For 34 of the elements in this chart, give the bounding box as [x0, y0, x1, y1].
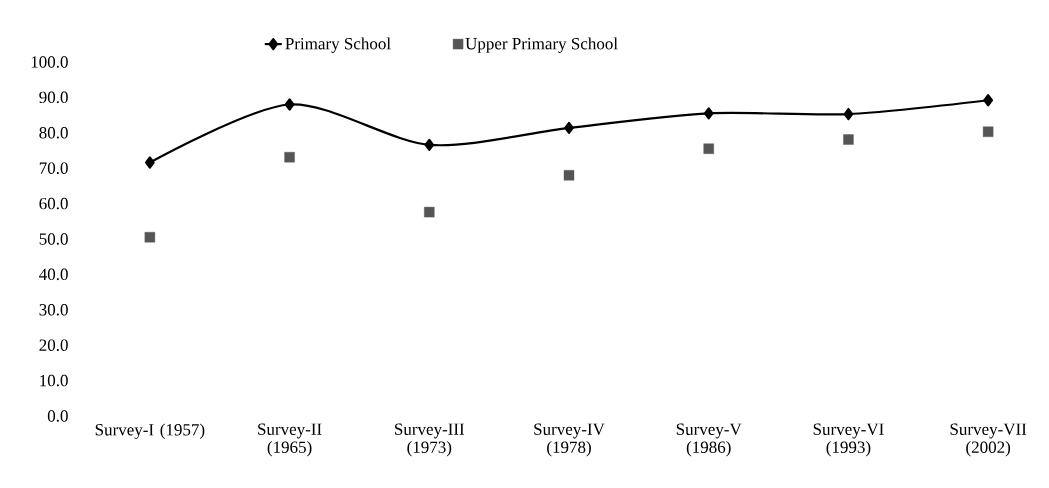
point — [843, 107, 854, 121]
point — [145, 156, 155, 169]
x-tick-label: Survey-VII (2002) — [950, 423, 1027, 457]
y-tick-label: 30.0 — [39, 304, 68, 316]
y-tick-label: 60.0 — [39, 197, 68, 210]
point — [983, 94, 993, 107]
y-tick-label: 50.0 — [39, 233, 68, 245]
point — [424, 138, 435, 151]
point — [703, 143, 714, 154]
y-tick-label: 20.0 — [39, 339, 68, 351]
y-tick-label: 40.0 — [39, 268, 68, 281]
point — [563, 170, 575, 181]
x-tick-label: Survey-I (1957) — [95, 423, 205, 439]
legend-label: Primary School — [285, 37, 391, 53]
point — [424, 206, 435, 218]
x-tick-label: Survey-VI (1993) — [813, 423, 884, 457]
point — [284, 98, 295, 111]
point — [843, 134, 854, 145]
x-tick-label: Survey-V (1986) — [676, 423, 742, 457]
y-tick-label: 90.0 — [39, 91, 68, 104]
x-tick-label: Survey-III (1973) — [395, 423, 465, 457]
x-tick-label: Survey-II (1965) — [258, 423, 322, 457]
y-tick-label: 10.0 — [40, 374, 68, 387]
point — [564, 121, 574, 134]
y-tick-label: 80.0 — [39, 127, 68, 139]
y-tick-label: 100.0 — [31, 56, 68, 68]
y-tick-label: 70.0 — [39, 162, 68, 174]
point — [982, 126, 994, 137]
point — [284, 152, 295, 163]
point — [703, 107, 714, 120]
point — [144, 232, 156, 243]
legend-label: Upper Primary School — [465, 37, 618, 53]
x-tick-label: Survey-IV (1978) — [534, 423, 605, 457]
y-tick-label: 0.0 — [47, 410, 68, 422]
